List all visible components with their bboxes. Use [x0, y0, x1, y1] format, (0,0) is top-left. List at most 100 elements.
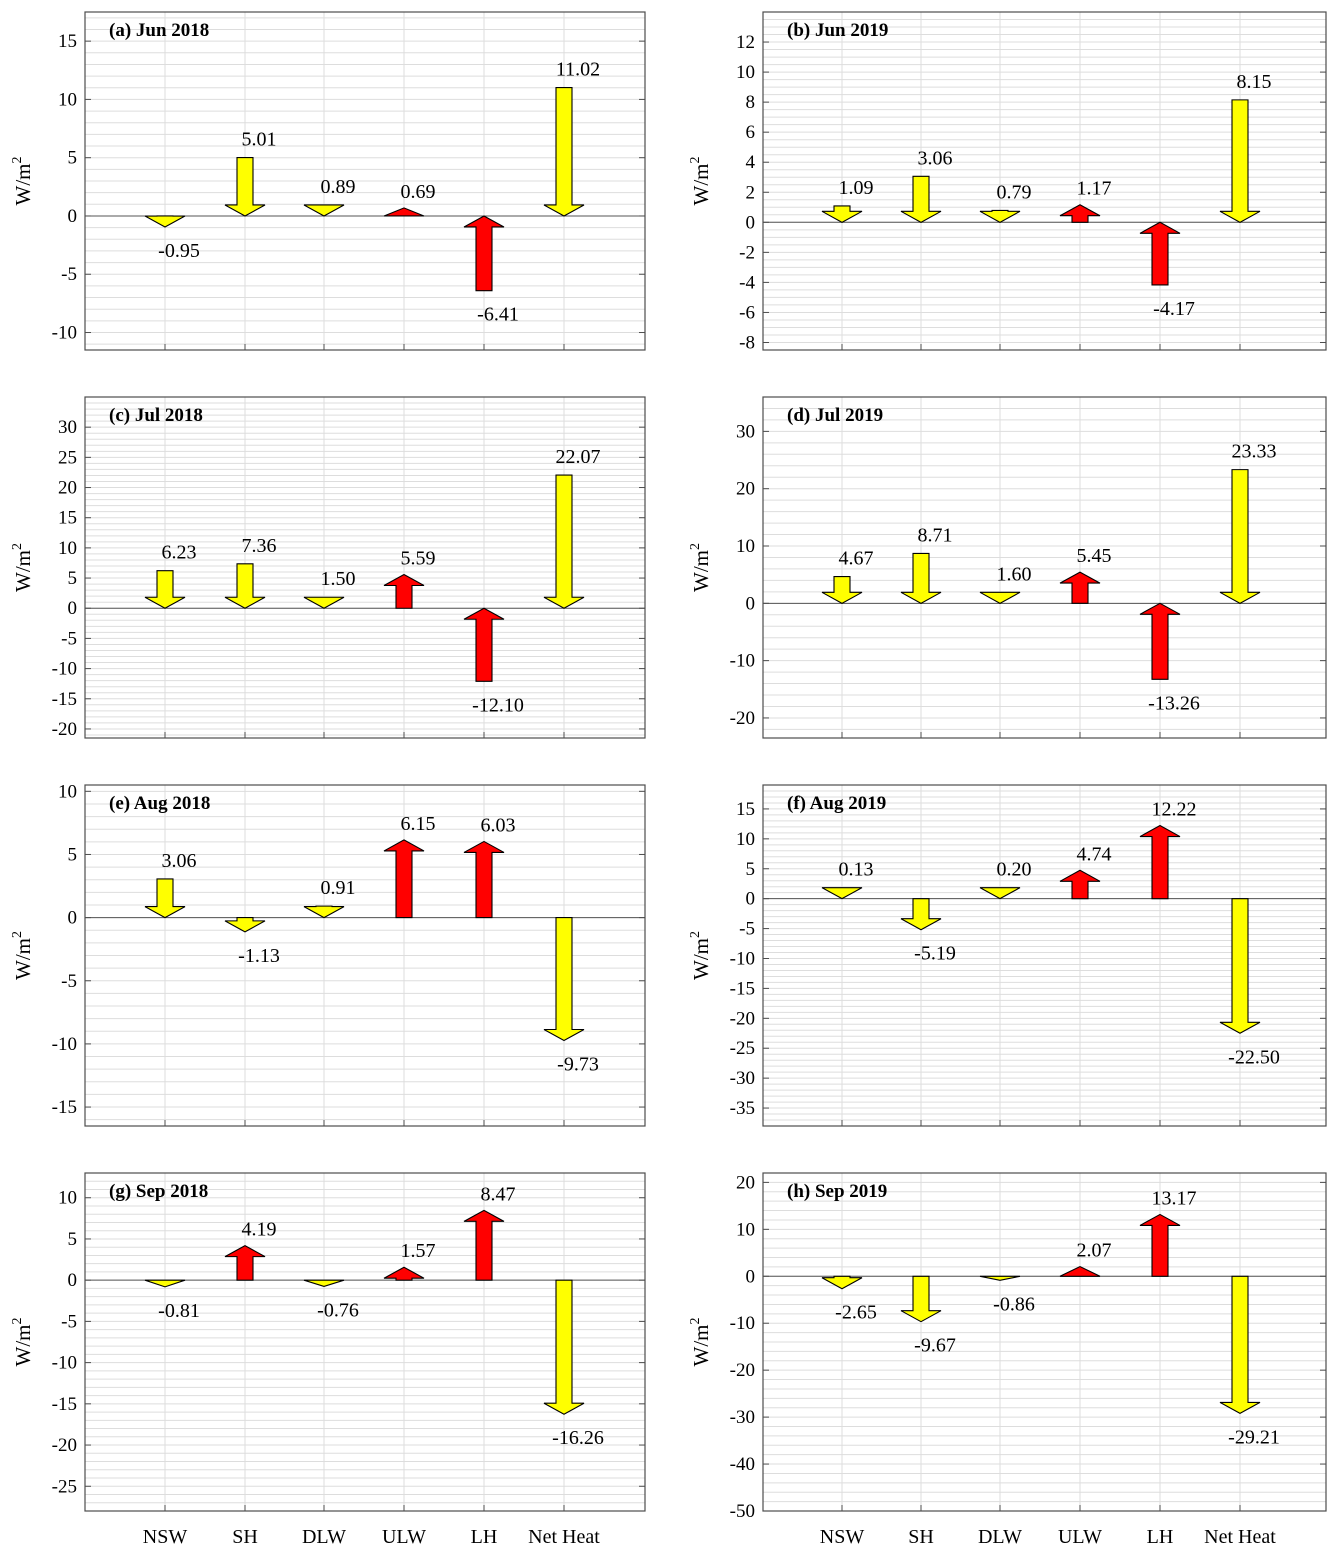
y-tick-label: 0: [68, 598, 78, 619]
arrow-net-heat: [1219, 469, 1261, 604]
arrow-sh: [900, 175, 942, 223]
y-tick-label: 10: [58, 1188, 77, 1209]
data-label: 5.45: [1077, 545, 1112, 567]
data-label: 6.23: [162, 542, 197, 564]
panel-1: -10 -5 0 5 10 15 (a) Jun 2018 W/m2 -0.95 5.01 0.89…: [10, 11, 646, 351]
data-label: 12.22: [1152, 799, 1197, 821]
y-axis-label: W/m2: [10, 543, 35, 592]
panel-title: (e) Aug 2018: [109, 793, 210, 814]
data-label: -2.65: [835, 1302, 877, 1324]
y-tick-label: -2: [739, 242, 755, 263]
panel-3: -20 -15 -10 -5 0 5 10 15 20 25 30 (c) Jul 2018 W/m2 6…: [10, 396, 646, 740]
panel-title: (f) Aug 2019: [787, 793, 886, 814]
x-tick-label: SH: [232, 1526, 258, 1548]
y-tick-label: -15: [730, 978, 755, 999]
arrow-ulw: [383, 839, 425, 919]
arrow-dlw: [979, 1275, 1021, 1281]
arrow-lh: [1139, 602, 1181, 680]
y-axis-label: W/m2: [688, 931, 713, 980]
y-tick-label: -10: [52, 1353, 77, 1374]
y-tick-label: 10: [736, 829, 755, 850]
y-tick-label: 0: [746, 212, 756, 233]
data-label: 1.60: [997, 563, 1032, 585]
y-tick-label: 0: [746, 1266, 756, 1287]
arrow-lh: [463, 840, 505, 919]
data-label: -0.76: [317, 1299, 359, 1321]
y-tick-label: -50: [730, 1501, 755, 1522]
y-tick-label: 10: [736, 536, 755, 557]
y-tick-label: 5: [68, 148, 78, 169]
y-axis-label: W/m2: [688, 543, 713, 592]
y-tick-label: 0: [68, 206, 78, 227]
x-tick-label: ULW: [1058, 1526, 1102, 1548]
panel-title: (g) Sep 2018: [109, 1181, 208, 1202]
arrow-nsw: [144, 1279, 186, 1288]
y-tick-label: 10: [736, 62, 755, 83]
x-tick-label: DLW: [302, 1526, 346, 1548]
y-tick-label: -15: [52, 689, 77, 710]
data-label: -5.19: [914, 943, 956, 965]
x-tick-label: ULW: [382, 1526, 426, 1548]
data-label: 7.36: [242, 535, 277, 557]
y-tick-label: 20: [58, 478, 77, 499]
y-tick-label: 0: [68, 1270, 78, 1291]
y-tick-label: -40: [730, 1454, 755, 1475]
x-tick-label: Net Heat: [528, 1526, 600, 1548]
axes-frame: [762, 1172, 1327, 1512]
y-axis-label: W/m2: [10, 931, 35, 980]
arrow-dlw: [979, 209, 1021, 223]
y-tick-label: -10: [52, 659, 77, 680]
data-label: -13.26: [1148, 692, 1200, 714]
data-label: 11.02: [556, 59, 600, 81]
plot-area: [85, 1173, 645, 1511]
data-label: 0.13: [839, 859, 874, 881]
data-label: 4.74: [1077, 843, 1112, 865]
data-label: 13.17: [1152, 1187, 1197, 1209]
x-tick-label: NSW: [820, 1526, 865, 1548]
y-tick-label: -30: [730, 1407, 755, 1428]
data-label: 8.71: [918, 524, 953, 546]
arrow-nsw: [821, 887, 863, 900]
data-label: -0.95: [158, 240, 200, 262]
y-tick-label: -5: [61, 1311, 77, 1332]
arrow-net-heat: [543, 917, 585, 1042]
arrow-lh: [1139, 221, 1181, 286]
arrow-nsw: [821, 205, 863, 223]
data-label: 8.47: [481, 1183, 516, 1205]
arrow-ulw: [383, 1266, 425, 1281]
data-label: 0.91: [321, 877, 356, 899]
y-tick-label: 10: [58, 89, 77, 110]
y-tick-label: 15: [58, 508, 77, 529]
x-tick-label: NSW: [143, 1526, 188, 1548]
arrow-sh: [900, 898, 942, 931]
y-tick-label: 8: [746, 92, 756, 113]
data-label: 23.33: [1232, 441, 1277, 463]
arrow-lh: [1139, 824, 1181, 900]
y-tick-label: -5: [61, 971, 77, 992]
data-label: -9.67: [914, 1335, 956, 1357]
y-tick-label: -35: [730, 1098, 755, 1119]
y-tick-label: -8: [739, 332, 755, 353]
arrow-dlw: [303, 596, 345, 609]
panel-6: -35 -30 -25 -20 -15 -10 -5 0 5 10 15 (f) Aug 2019 W/…: [688, 784, 1327, 1127]
data-label: 8.15: [1237, 71, 1272, 93]
arrow-dlw: [303, 905, 345, 919]
panel-5: -15 -10 -5 0 5 10 (e) Aug 2018 W/m2 3.06 -1.13 0.9…: [10, 781, 646, 1127]
panel-title: (d) Jul 2019: [787, 405, 883, 426]
x-tick-label: LH: [1147, 1526, 1174, 1548]
data-label: 3.06: [162, 850, 197, 872]
y-tick-label: 5: [68, 568, 78, 589]
arrow-dlw: [303, 204, 345, 217]
data-label: 2.07: [1077, 1240, 1112, 1262]
y-tick-label: 0: [746, 889, 756, 910]
y-tick-label: 2: [746, 182, 756, 203]
y-tick-label: 10: [736, 1219, 755, 1240]
y-tick-label: 5: [746, 859, 756, 880]
data-label: 4.67: [839, 548, 874, 570]
arrow-lh: [463, 215, 505, 292]
axes-frame: [84, 396, 646, 739]
y-tick-label: -10: [730, 651, 755, 672]
y-tick-label: -4: [739, 272, 755, 293]
data-label: -9.73: [557, 1053, 599, 1075]
data-label: -16.26: [552, 1427, 604, 1449]
